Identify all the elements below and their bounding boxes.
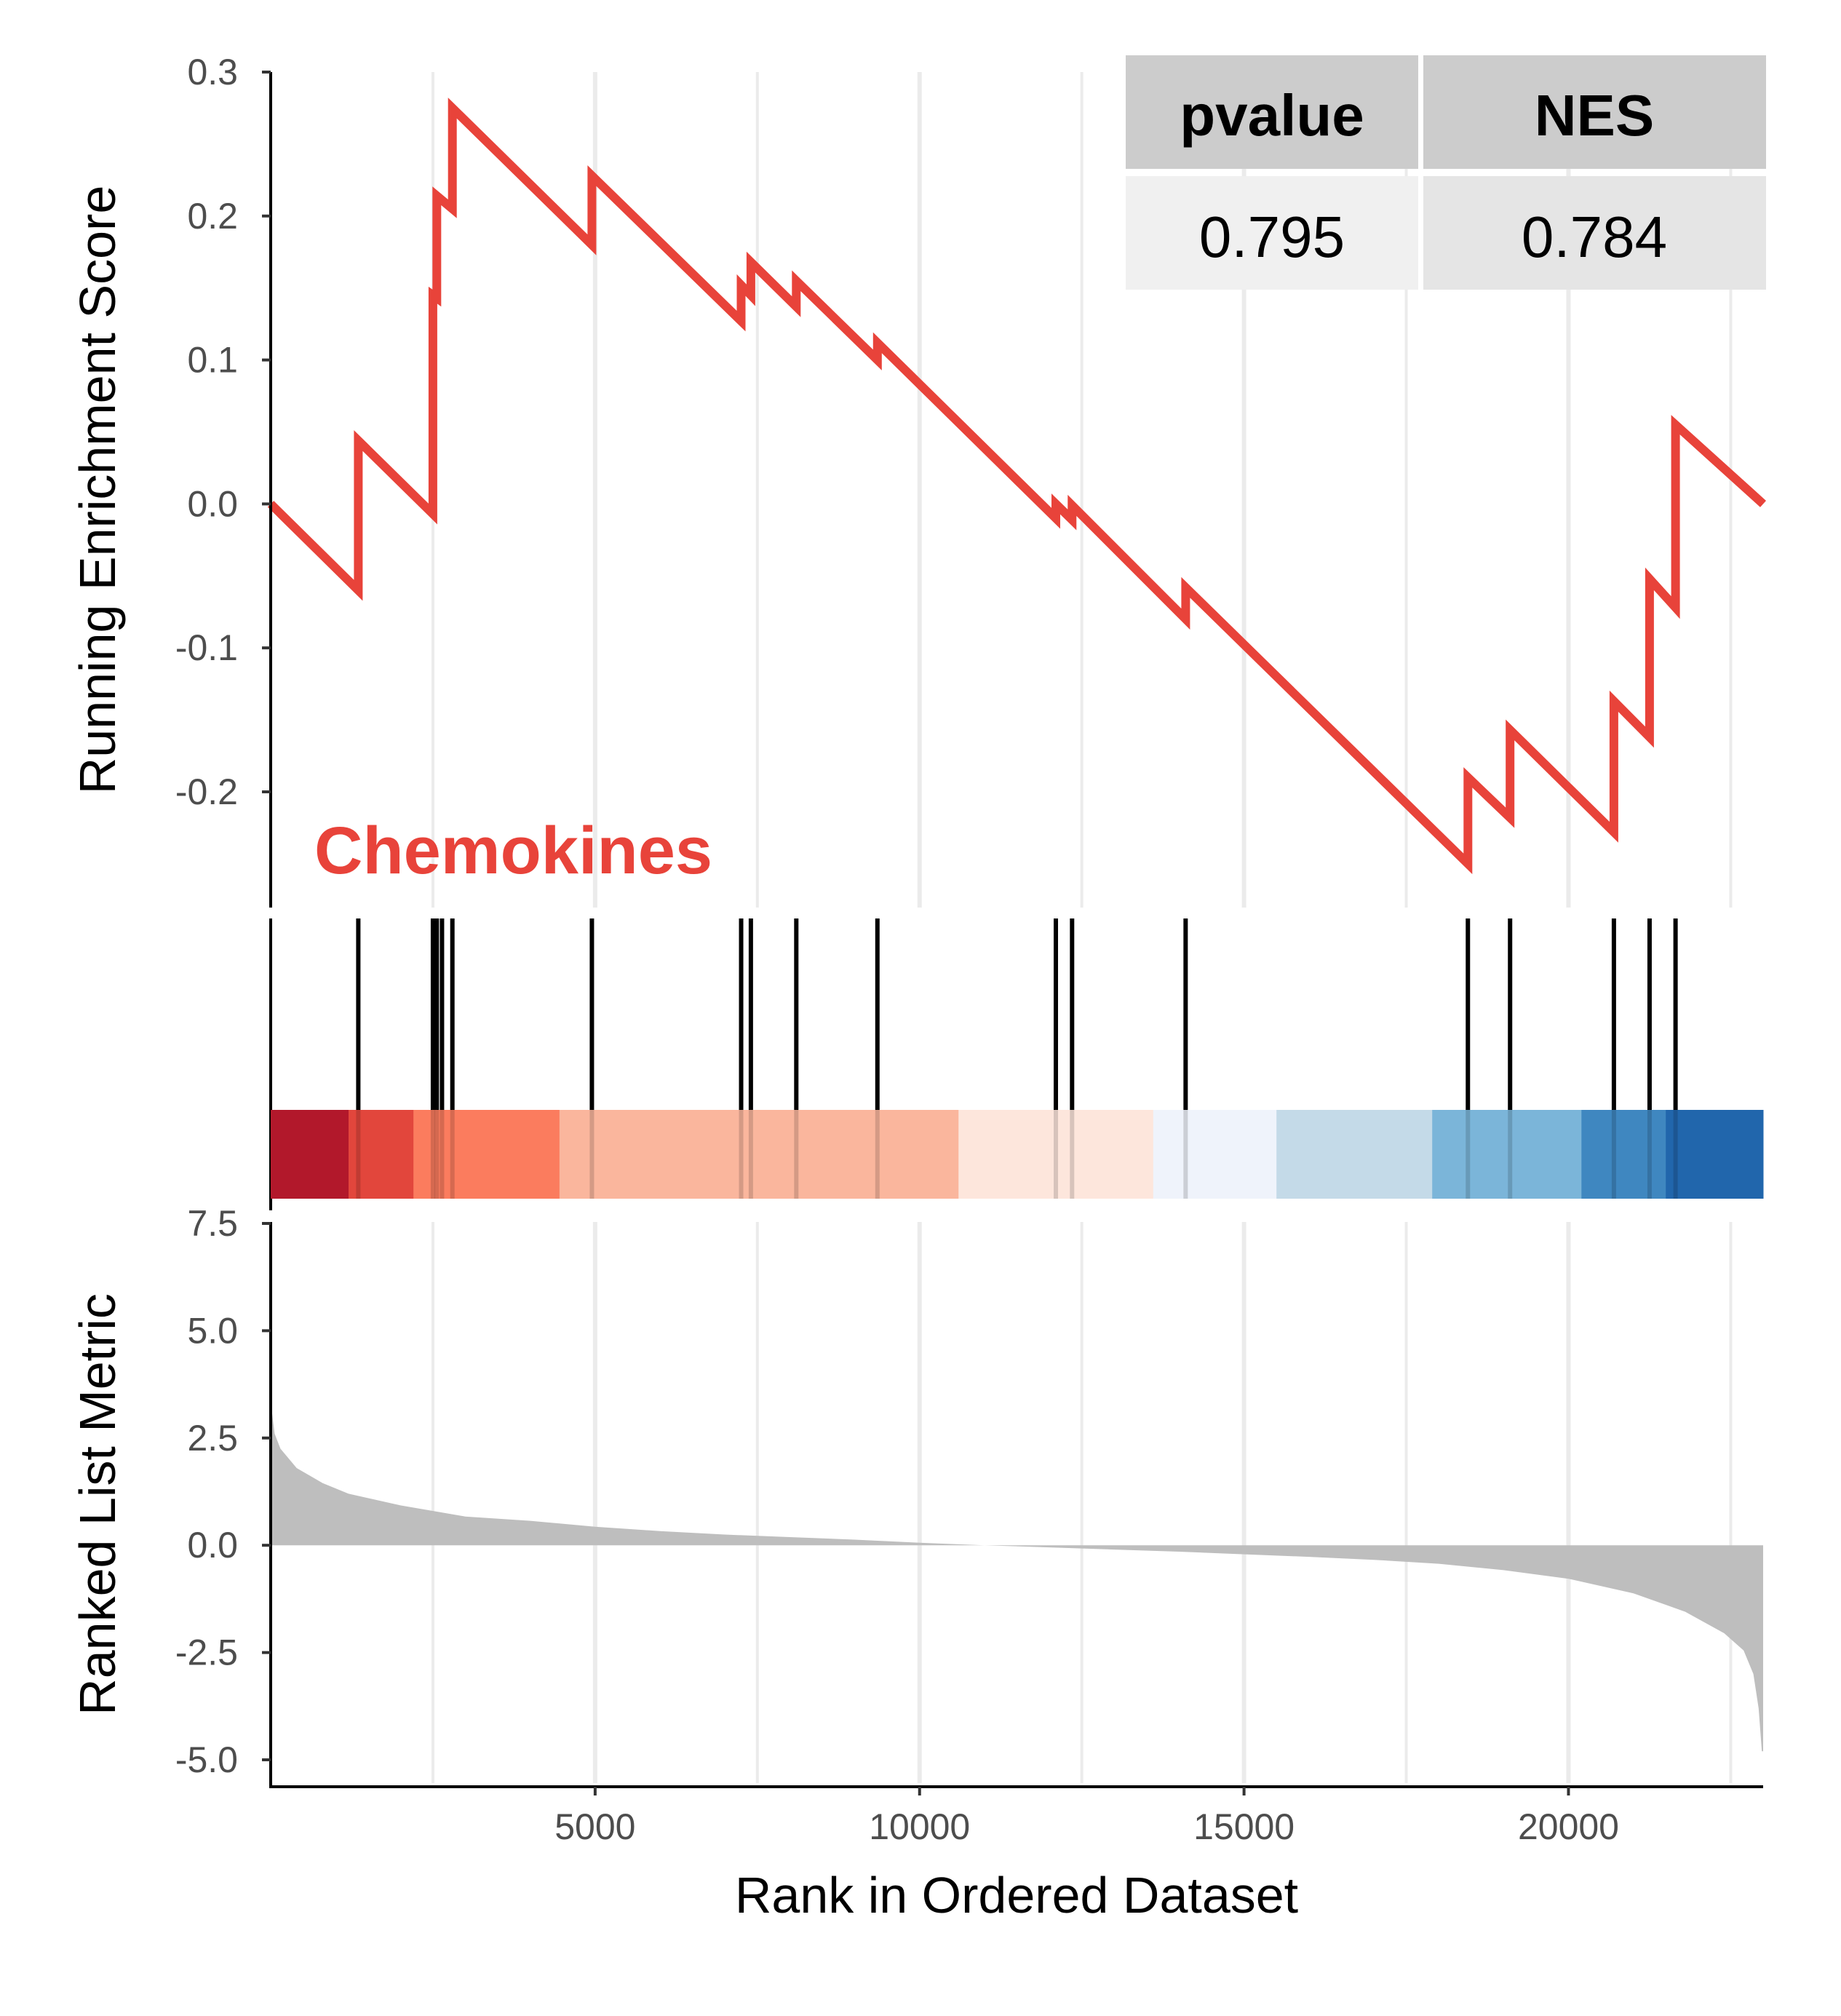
color-bar-segment xyxy=(559,1110,959,1199)
gene-hit-ticks xyxy=(356,918,1678,1199)
table-header-cell-nes xyxy=(1423,55,1766,169)
x-axis-tick-label: 20000 xyxy=(1518,1806,1619,1847)
metric-y-axis-title: Ranked List Metric xyxy=(69,1293,126,1715)
metric-y-ticks: -5.0 -2.5 0.0 2.5 5.0 7.5 xyxy=(175,1203,271,1780)
x-axis-title: Rank in Ordered Dataset xyxy=(735,1867,1298,1924)
color-bar-segment xyxy=(1276,1110,1433,1199)
table-header-nes: NES xyxy=(1535,83,1655,148)
metric-y-tick-label: 7.5 xyxy=(187,1203,238,1244)
color-bar-segment xyxy=(413,1110,560,1199)
hits-panel xyxy=(269,918,1764,1210)
table-value-nes: 0.784 xyxy=(1522,205,1667,269)
color-bar-segment xyxy=(1581,1110,1666,1199)
table-value-cell-pvalue xyxy=(1126,176,1418,290)
metric-y-tick-label: 2.5 xyxy=(187,1418,238,1459)
enrichment-y-tick-label: 0.1 xyxy=(187,340,238,381)
x-axis-tick-label: 10000 xyxy=(869,1806,970,1847)
running-enrichment-score-line xyxy=(267,98,1767,875)
ranked-color-bar xyxy=(271,1110,1764,1199)
x-axis-ticks: 5000 10000 15000 20000 xyxy=(554,1787,1619,1847)
color-bar-segment xyxy=(271,1110,349,1199)
enrichment-y-axis-title: Running Enrichment Score xyxy=(69,186,126,795)
color-bar-segment xyxy=(1153,1110,1277,1199)
enrichment-y-tick-label: -0.1 xyxy=(175,627,238,668)
enrichment-panel: -0.2 -0.1 0.0 0.1 0.2 0.3 Chemokines Running … xyxy=(69,52,1767,908)
enrichment-y-tick-label: -0.2 xyxy=(175,771,238,812)
table-header-cell-pvalue xyxy=(1126,55,1418,169)
stats-table: pvalue NES 0.795 0.784 xyxy=(1126,55,1766,290)
table-header-pvalue: pvalue xyxy=(1180,83,1364,148)
enrichment-y-tick-label: 0.0 xyxy=(187,483,238,524)
table-value-cell-nes xyxy=(1423,176,1766,290)
color-bar-segment xyxy=(349,1110,414,1199)
table-value-pvalue: 0.795 xyxy=(1199,205,1345,269)
metric-y-tick-label: -5.0 xyxy=(175,1739,238,1780)
enrichment-y-ticks: -0.2 -0.1 0.0 0.1 0.2 0.3 xyxy=(175,52,271,812)
metric-y-tick-label: -2.5 xyxy=(175,1632,238,1673)
x-axis-tick-label: 5000 xyxy=(554,1806,635,1847)
enrichment-y-tick-label: 0.3 xyxy=(187,52,238,92)
color-bar-segment xyxy=(1666,1110,1764,1199)
metric-y-tick-label: 0.0 xyxy=(187,1525,238,1565)
metric-panel: -5.0 -2.5 0.0 2.5 5.0 7.5 5000 10000 15000 20000… xyxy=(69,1203,1763,1924)
color-bar-segment xyxy=(1432,1110,1582,1199)
gene-set-label: Chemokines xyxy=(314,814,712,888)
color-bar-segment xyxy=(958,1110,1154,1199)
metric-y-tick-label: 5.0 xyxy=(187,1310,238,1351)
enrichment-y-tick-label: 0.2 xyxy=(187,196,238,237)
x-axis-tick-label: 15000 xyxy=(1193,1806,1295,1847)
metric-gridlines xyxy=(431,1222,1733,1783)
